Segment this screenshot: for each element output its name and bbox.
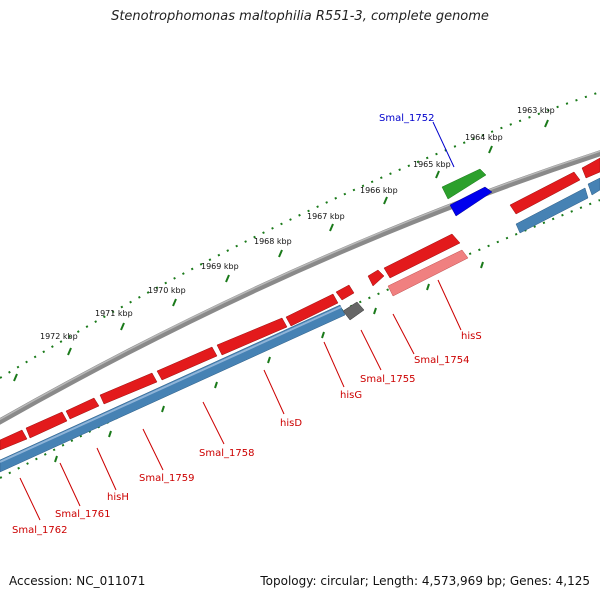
gene-forward[interactable]	[509, 171, 581, 215]
gene-reverse[interactable]	[587, 177, 600, 196]
gene-forward[interactable]	[581, 157, 600, 179]
gene-forward[interactable]	[65, 397, 100, 420]
genome-backbone	[0, 150, 600, 425]
kbp-label: 1963 kbp	[517, 106, 555, 115]
genome-summary-text: Topology: circular; Length: 4,573,969 bp…	[260, 574, 590, 588]
gene-label-hisd: hisD	[280, 418, 302, 429]
gene-reverse[interactable]	[515, 187, 589, 234]
gene-smal-1752[interactable]	[449, 186, 493, 217]
gene-forward[interactable]	[216, 317, 288, 356]
gene-label-smal-1759: Smal_1759	[139, 473, 194, 484]
gene-smal-1754[interactable]	[383, 233, 461, 279]
kbp-label: 1972 kbp	[40, 332, 78, 341]
gene-rna[interactable]	[441, 168, 487, 200]
gene-forward[interactable]	[0, 429, 28, 451]
gene-label-smal-1752: Smal_1752	[379, 113, 434, 124]
kbp-label: 1970 kbp	[148, 286, 186, 295]
kbp-label: 1964 kbp	[465, 133, 503, 142]
gene-label-hish: hisH	[107, 492, 129, 503]
gene-label-smal-1762: Smal_1762	[12, 525, 67, 536]
gene-reverse[interactable]	[0, 304, 346, 473]
map-title: Stenotrophomonas maltophilia R551-3, com…	[111, 9, 489, 24]
kbp-label: 1965 kbp	[413, 160, 451, 169]
gene-smal-1755[interactable]	[367, 269, 385, 287]
gene-label-smal-1758: Smal_1758	[199, 448, 254, 459]
kbp-label: 1969 kbp	[201, 262, 239, 271]
gene-hisg[interactable]	[335, 284, 355, 301]
gene-forward[interactable]	[25, 411, 68, 439]
kbp-scale-track	[0, 91, 600, 379]
gene-forward[interactable]	[99, 372, 158, 405]
kbp-label: 1968 kbp	[254, 237, 292, 246]
gene-label-smal-1754: Smal_1754	[414, 355, 469, 366]
gene-other[interactable]	[342, 301, 365, 321]
inner-scale-track	[0, 199, 600, 479]
kbp-label: 1971 kbp	[95, 309, 133, 318]
gene-leader-lines	[19, 121, 462, 521]
gene-label-hisg: hisG	[340, 390, 362, 401]
inner-major-ticks	[54, 261, 484, 463]
genome-backbone-highlight	[0, 150, 600, 421]
gene-label-smal-1755: Smal_1755	[360, 374, 415, 385]
accession-text: Accession: NC_011071	[9, 574, 146, 588]
gene-label-hiss: hisS	[461, 331, 482, 342]
kbp-major-ticks	[13, 119, 549, 382]
gene-forward[interactable]	[285, 293, 339, 327]
kbp-label: 1966 kbp	[360, 186, 398, 195]
gene-hiss[interactable]	[387, 249, 469, 297]
reverse-band-highlight	[0, 306, 342, 463]
gene-forward[interactable]	[156, 346, 218, 381]
kbp-label: 1967 kbp	[307, 212, 345, 221]
gene-label-smal-1761: Smal_1761	[55, 509, 110, 520]
